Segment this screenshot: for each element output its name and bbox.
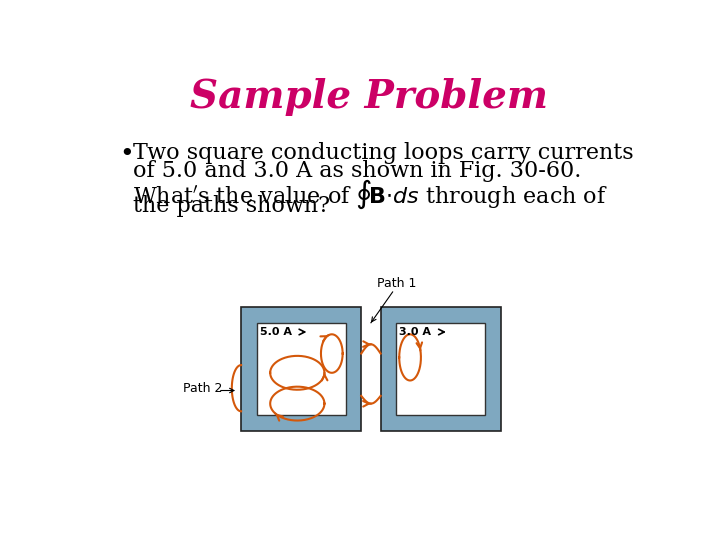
Text: of 5.0 and 3.0 A as shown in Fig. 30-60.: of 5.0 and 3.0 A as shown in Fig. 30-60. bbox=[132, 159, 581, 181]
Text: the paths shown?: the paths shown? bbox=[132, 195, 330, 217]
Bar bbox=[381, 307, 500, 430]
Text: 5.0 A: 5.0 A bbox=[260, 327, 292, 336]
Bar bbox=[396, 323, 485, 415]
Text: Two square conducting loops carry currents: Two square conducting loops carry curren… bbox=[132, 142, 634, 164]
Text: Path 2: Path 2 bbox=[183, 382, 222, 395]
Text: Path 1: Path 1 bbox=[377, 278, 416, 291]
Bar bbox=[256, 323, 346, 415]
Text: Sample Problem: Sample Problem bbox=[190, 78, 548, 116]
Text: 3.0 A: 3.0 A bbox=[399, 327, 431, 336]
Text: •: • bbox=[120, 142, 134, 166]
Text: What$'$s the value of $\oint\!\mathbf{B}{\cdot}ds$ through each of: What$'$s the value of $\oint\!\mathbf{B}… bbox=[132, 177, 608, 211]
Bar bbox=[241, 307, 361, 430]
